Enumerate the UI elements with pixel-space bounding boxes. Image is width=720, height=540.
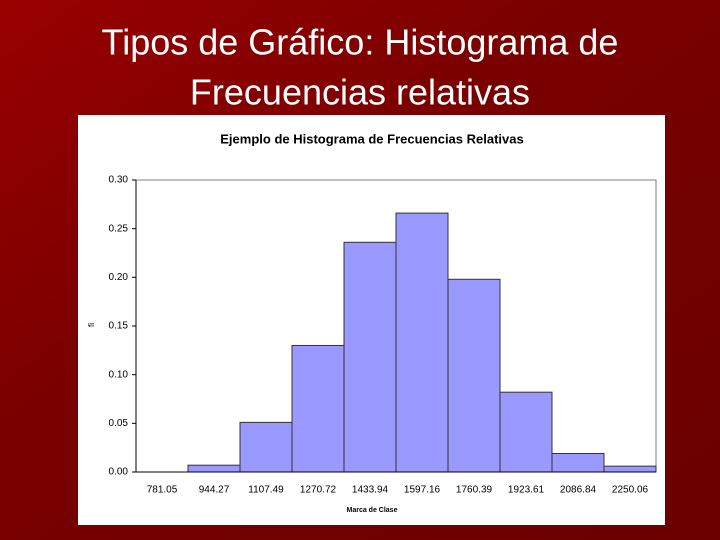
bar [499, 391, 553, 473]
bar [395, 212, 449, 473]
y-tick-label: 0.10 [109, 369, 129, 380]
bar [343, 241, 397, 473]
y-axis-title: fi [87, 323, 96, 327]
x-axis-title: Marca de Clase [347, 507, 398, 514]
x-tick-label: 1270.72 [300, 485, 337, 496]
x-tick-label: 1433.94 [352, 485, 389, 496]
bar [239, 421, 293, 473]
x-tick-label: 1597.16 [404, 485, 441, 496]
x-tick-label: 2086.84 [560, 485, 597, 496]
x-tick-label: 2250.06 [612, 485, 649, 496]
y-tick-label: 0.00 [109, 467, 129, 478]
x-tick-label: 781.05 [147, 485, 178, 496]
x-tick-label: 1923.61 [508, 485, 545, 496]
x-tick-label: 1760.39 [456, 485, 493, 496]
x-tick-label: 944.27 [199, 485, 230, 496]
slide-title: Frecuencias relativas [190, 72, 530, 113]
y-tick-label: 0.20 [109, 272, 129, 283]
bar [187, 464, 241, 473]
slide-title: Tipos de Gráfico: Histograma de [102, 22, 619, 63]
bar [603, 465, 657, 473]
y-tick-label: 0.15 [109, 321, 129, 332]
y-tick-label: 0.05 [109, 418, 129, 429]
bar [551, 453, 605, 473]
chart-title: Ejemplo de Histograma de Frecuencias Rel… [220, 131, 523, 146]
y-tick-label: 0.30 [109, 175, 129, 186]
y-tick-label: 0.25 [109, 223, 129, 234]
bar [447, 278, 501, 473]
x-tick-label: 1107.49 [248, 485, 284, 496]
bar [291, 344, 345, 473]
